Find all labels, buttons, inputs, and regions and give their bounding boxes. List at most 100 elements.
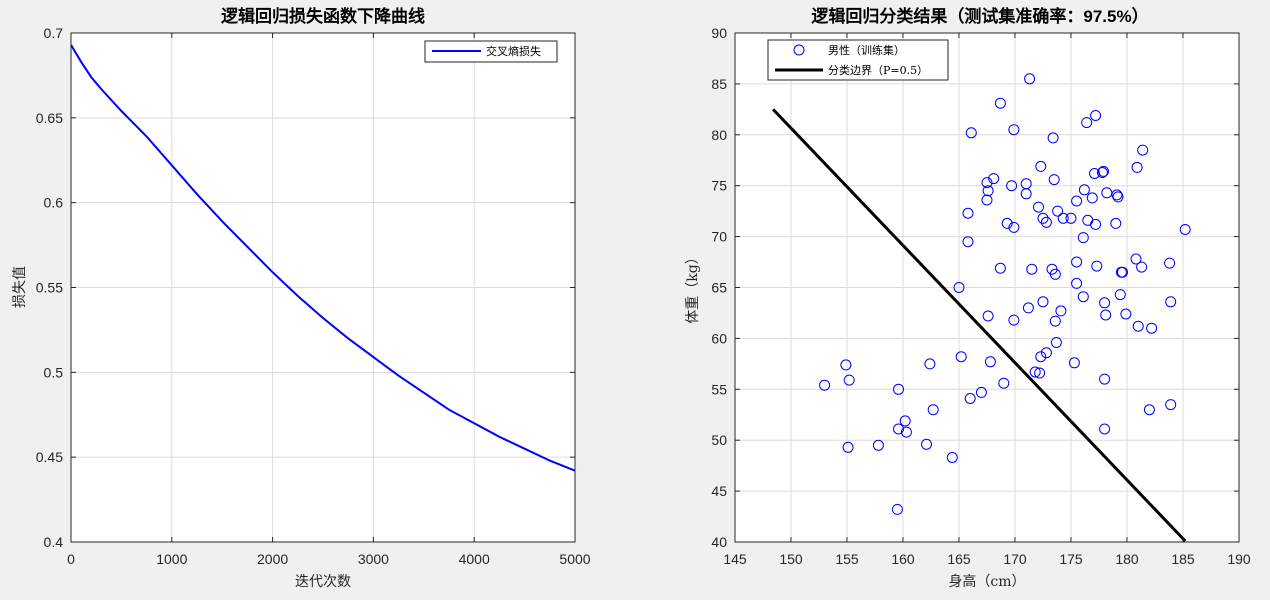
scatter-y-axis-label: 体重（kg） <box>685 250 701 323</box>
scatter-point <box>955 351 967 363</box>
scatter-y-tick-label: 45 <box>711 483 727 499</box>
scatter-y-tick-label: 75 <box>711 178 727 194</box>
scatter-chart-title: 逻辑回归分类结果（测试集准确率：97.5%） <box>811 6 1148 27</box>
scatter-point <box>1131 161 1143 173</box>
scatter-point <box>927 404 939 416</box>
scatter-point <box>1029 366 1041 378</box>
scatter-y-tick-label: 55 <box>711 381 727 397</box>
scatter-point <box>1086 192 1098 204</box>
scatter-point <box>1008 221 1020 233</box>
scatter-y-tick-label: 85 <box>711 76 727 92</box>
scatter-point <box>1008 124 1020 136</box>
scatter-point <box>1098 165 1109 177</box>
scatter-point <box>962 207 974 219</box>
scatter-point <box>982 310 994 322</box>
loss-ticks <box>70 32 576 543</box>
scatter-x-tick-label: 145 <box>723 551 747 567</box>
scatter-point <box>1022 302 1034 314</box>
scatter-point <box>1099 423 1111 435</box>
scatter-point <box>1052 205 1064 217</box>
scatter-point <box>964 393 976 404</box>
scatter-point <box>1099 373 1111 385</box>
scatter-point <box>1137 144 1149 156</box>
scatter-point <box>1020 188 1032 200</box>
scatter-x-tick-label: 190 <box>1227 551 1251 567</box>
decision-boundary-line <box>771 108 1187 543</box>
scatter-point <box>1090 110 1102 121</box>
loss-x-tick-label: 3000 <box>358 551 389 567</box>
scatter-point <box>1008 314 1020 326</box>
scatter-point <box>1114 289 1126 301</box>
scatter-point <box>988 173 1000 185</box>
scatter-x-tick-label: 175 <box>1059 551 1083 567</box>
scatter-legend-label-boundary: 分类边界（P=0.5） <box>828 63 928 77</box>
scatter-tick-labels: 145 150 155 160 165 170 175 180 185 190 40 45 50 55 60… <box>711 25 1250 567</box>
loss-grid <box>70 32 576 543</box>
scatter-y-tick-label: 80 <box>711 127 727 143</box>
scatter-point <box>1071 195 1083 207</box>
scatter-x-tick-label: 165 <box>947 551 971 567</box>
loss-curve <box>70 44 576 472</box>
scatter-point <box>1120 308 1132 320</box>
scatter-point <box>1077 291 1089 303</box>
scatter-point <box>1111 189 1123 201</box>
scatter-point <box>1040 347 1052 359</box>
loss-y-tick-label: 0.65 <box>36 110 63 126</box>
scatter-point <box>840 359 852 371</box>
scatter-y-tick-label: 40 <box>711 534 727 550</box>
scatter-point <box>1164 257 1176 269</box>
scatter-point <box>965 127 977 139</box>
scatter-point <box>899 415 911 427</box>
scatter-title-main: 逻辑回归分类结果（测试集准确率： <box>811 6 1083 27</box>
scatter-point <box>1099 297 1111 309</box>
scatter-point <box>1037 296 1049 308</box>
scatter-point <box>1065 212 1077 224</box>
scatter-point <box>975 386 987 398</box>
loss-legend-label: 交叉熵损失 <box>486 44 541 58</box>
scatter-point <box>981 194 993 206</box>
scatter-point <box>1130 253 1142 265</box>
scatter-point <box>891 503 903 515</box>
scatter-point <box>1117 266 1128 278</box>
loss-x-tick-label: 0 <box>67 551 75 567</box>
loss-x-tick-label: 1000 <box>156 551 187 567</box>
scatter-x-tick-label: 150 <box>779 551 803 567</box>
scatter-point <box>1055 305 1067 317</box>
loss-series <box>70 44 576 472</box>
scatter-point <box>1136 261 1148 273</box>
scatter-x-tick-label: 170 <box>1003 551 1027 567</box>
scatter-point <box>1081 117 1093 129</box>
scatter-point <box>953 282 965 293</box>
loss-chart-title: 逻辑回归损失函数下降曲线 <box>221 6 425 27</box>
scatter-point <box>982 185 994 197</box>
scatter-axes: 145 150 155 160 165 170 175 180 185 190 40 45 50 55 60… <box>685 6 1251 590</box>
loss-y-tick-label: 0.4 <box>44 534 64 550</box>
scatter-point <box>1091 260 1103 272</box>
scatter-point <box>893 423 904 435</box>
loss-y-axis-label: 损失值 <box>12 266 28 308</box>
scatter-point <box>1047 132 1059 144</box>
scatter-legend: 男性（训练集） 分类边界（P=0.5） <box>767 39 949 81</box>
scatter-point <box>962 236 974 248</box>
scatter-point <box>1101 187 1113 199</box>
scatter-point <box>1096 167 1108 178</box>
scatter-x-tick-label: 180 <box>1115 551 1139 567</box>
loss-x-axis-label: 迭代次数 <box>295 574 351 590</box>
scatter-point <box>842 441 854 453</box>
scatter-point <box>900 426 912 438</box>
scatter-point <box>1068 357 1080 369</box>
scatter-point <box>1071 256 1083 268</box>
scatter-point <box>921 438 932 450</box>
scatter-point <box>819 379 831 391</box>
scatter-y-tick-label: 65 <box>711 280 727 296</box>
loss-x-tick-label: 2000 <box>257 551 288 567</box>
scatter-point <box>1132 320 1144 332</box>
scatter-point <box>1110 217 1122 229</box>
scatter-ticks <box>734 32 1240 543</box>
scatter-series <box>771 73 1191 543</box>
scatter-x-axis-label: 身高（cm） <box>948 573 1025 590</box>
scatter-point <box>994 262 1006 274</box>
scatter-point <box>843 374 855 386</box>
scatter-point <box>994 97 1006 109</box>
